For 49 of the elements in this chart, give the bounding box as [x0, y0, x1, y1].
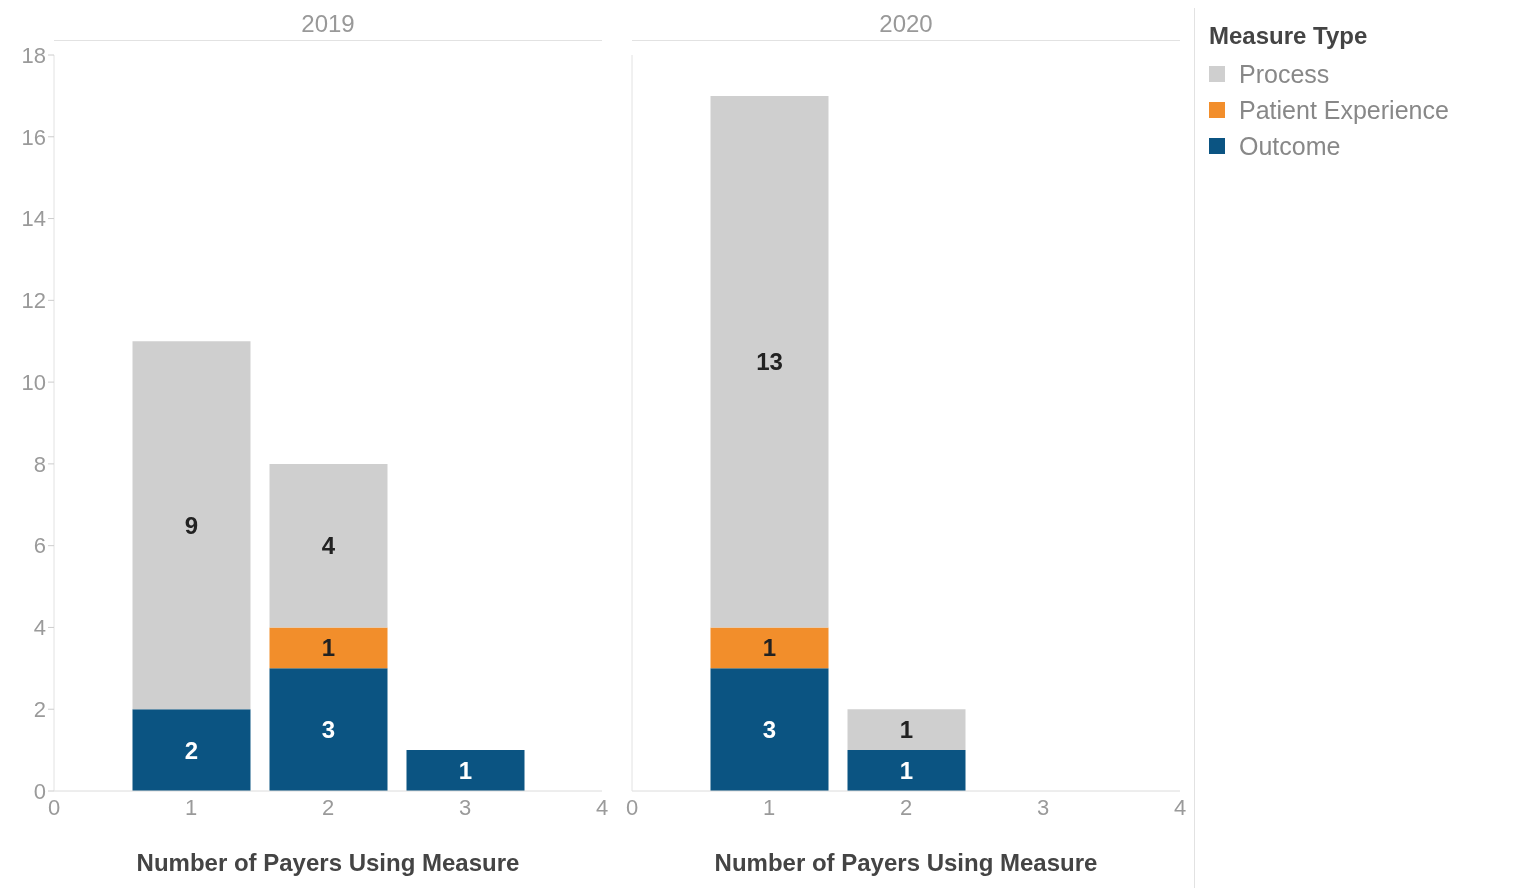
y-tick-label: 0: [33, 778, 46, 804]
data-label: 1: [762, 634, 777, 662]
data-label: 4: [321, 532, 336, 560]
bar: [132, 341, 251, 710]
x-tick-label: 4: [1173, 794, 1187, 820]
chart-title: 2020: [632, 8, 1180, 41]
bar: [132, 709, 251, 791]
bar: [269, 668, 388, 791]
x-axis-title: Number of Payers Using Measure: [136, 849, 520, 876]
chart-title: 2019: [54, 8, 602, 41]
y-tick-label: 2: [33, 697, 46, 723]
bar: [710, 95, 829, 628]
data-label: 9: [184, 511, 199, 539]
x-tick-label: 3: [458, 794, 472, 820]
y-tick-label: 12: [21, 288, 46, 314]
x-tick-label: 0: [625, 794, 639, 820]
x-tick-label: 1: [184, 794, 198, 820]
legend-title: Measure Type: [1209, 22, 1369, 50]
x-tick-label: 1: [762, 794, 776, 820]
y-tick-label: 14: [21, 206, 46, 232]
data-label: 1: [458, 757, 473, 785]
bar: [269, 627, 388, 669]
data-label: 1: [899, 757, 914, 785]
data-label: 1: [899, 716, 914, 744]
bar: [710, 627, 829, 669]
data-label: 3: [321, 716, 336, 744]
bar: [406, 750, 525, 791]
bar: [847, 750, 966, 791]
y-tick-label: 6: [33, 533, 46, 559]
data-label: 13: [756, 348, 783, 376]
x-axis-title: Number of Payers Using Measure: [714, 849, 1098, 876]
data-label: 3: [762, 716, 777, 744]
y-tick-label: 8: [33, 451, 46, 477]
legend-label: Outcome: [1238, 130, 1342, 162]
data-label: 1: [321, 634, 336, 662]
x-tick-label: 4: [595, 794, 609, 820]
x-tick-label: 3: [1036, 794, 1050, 820]
x-tick-label: 2: [899, 794, 913, 820]
y-tick-label: 18: [21, 42, 46, 68]
y-tick-label: 10: [21, 369, 46, 395]
y-tick-label: 4: [33, 615, 46, 641]
data-label: 2: [184, 736, 199, 764]
bar: [847, 709, 966, 751]
y-tick-label: 16: [21, 124, 46, 150]
x-tick-label: 2: [321, 794, 335, 820]
legend-label: Patient Experience: [1238, 94, 1450, 126]
bar: [269, 463, 388, 628]
bar: [710, 668, 829, 791]
legend-label: Process: [1238, 58, 1331, 90]
